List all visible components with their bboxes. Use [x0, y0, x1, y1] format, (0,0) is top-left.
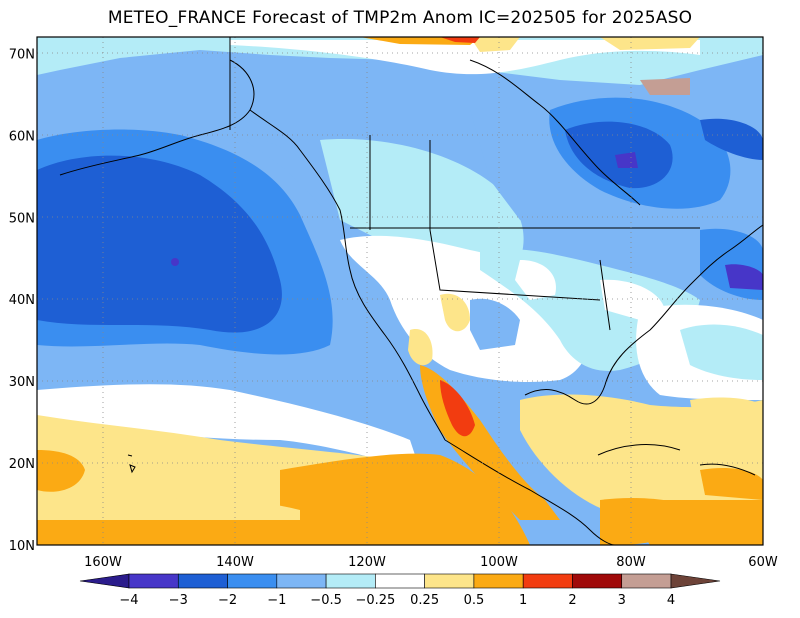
colorbar-label: −1	[267, 593, 286, 608]
lon-tick-label: 140W	[216, 555, 254, 570]
colorbar-label: −2	[218, 593, 237, 608]
lat-tick-label: 10N	[9, 539, 35, 554]
colorbar-bin	[473, 573, 524, 589]
lat-tick-label: 60N	[9, 129, 35, 144]
lon-tick-label: 100W	[480, 555, 518, 570]
lat-tick-label: 30N	[9, 375, 35, 390]
lon-tick-label: 120W	[348, 555, 386, 570]
graticule	[37, 37, 763, 545]
lat-tick-label: 50N	[9, 211, 35, 226]
colorbar-bin	[325, 573, 376, 589]
colorbar-bin	[424, 573, 475, 589]
longitude-ticks: 160W 140W 120W 100W 80W 60W	[84, 555, 778, 570]
colorbar-bin	[276, 573, 327, 589]
lat-tick-label: 40N	[9, 293, 35, 308]
colorbar-label: −0.25	[355, 593, 395, 608]
colorbar-bin	[128, 573, 179, 589]
map-frame	[36, 36, 764, 546]
colorbar-label: 0.5	[464, 593, 485, 608]
colorbar-label: −0.5	[310, 593, 342, 608]
coastlines	[59, 37, 763, 545]
lon-tick-label: 160W	[84, 555, 122, 570]
colorbar-label: 2	[568, 593, 576, 608]
colorbar-label: −4	[119, 593, 138, 608]
colorbar-label: 3	[618, 593, 626, 608]
colorbar-label: −3	[169, 593, 188, 608]
colorbar-bin	[177, 573, 228, 589]
colorbar-label: 4	[667, 593, 675, 608]
anomaly-shading	[37, 37, 763, 545]
map-title: METEO_FRANCE Forecast of TMP2m Anom IC=2…	[107, 8, 693, 28]
lat-tick-label: 70N	[9, 47, 35, 62]
colorbar-bin	[522, 573, 573, 589]
latitude-ticks: 10N 20N 30N 40N 50N 60N 70N	[9, 47, 35, 554]
colorbar-bin	[375, 573, 425, 589]
lat-tick-label: 20N	[9, 457, 35, 472]
colorbar-bin	[621, 573, 672, 589]
colorbar-extend-high	[670, 573, 721, 589]
lon-tick-label: 80W	[616, 555, 646, 570]
colorbar-extend-low	[79, 573, 130, 589]
colorbar-bin	[572, 573, 623, 589]
colorbar: −4 −3 −2 −1 −0.5 −0.25 0.25 0.5 1 2 3 4	[79, 573, 721, 608]
colorbar-label: 0.25	[410, 593, 439, 608]
colorbar-bin	[227, 573, 278, 589]
colorbar-label: 1	[519, 593, 527, 608]
lon-tick-label: 60W	[748, 555, 778, 570]
